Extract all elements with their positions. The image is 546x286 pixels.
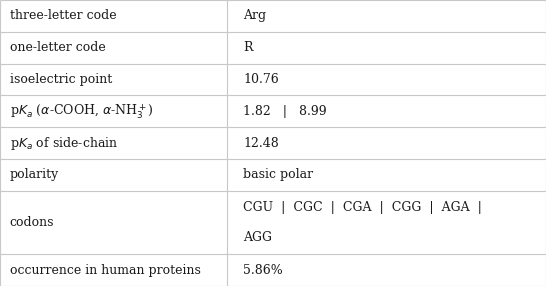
Text: CGU  |  CGC  |  CGA  |  CGG  |  AGA  |: CGU | CGC | CGA | CGG | AGA | <box>243 201 482 214</box>
Text: R: R <box>243 41 252 54</box>
Text: occurrence in human proteins: occurrence in human proteins <box>10 264 201 277</box>
Text: one-letter code: one-letter code <box>10 41 105 54</box>
Text: codons: codons <box>10 216 55 229</box>
Text: 5.86%: 5.86% <box>243 264 283 277</box>
Text: 10.76: 10.76 <box>243 73 278 86</box>
Text: 1.82   |   8.99: 1.82 | 8.99 <box>243 105 327 118</box>
Text: basic polar: basic polar <box>243 168 313 181</box>
Text: three-letter code: three-letter code <box>10 9 116 22</box>
Text: p$K_a$ ($\alpha$-COOH, $\alpha$-NH$_3^+$): p$K_a$ ($\alpha$-COOH, $\alpha$-NH$_3^+$… <box>10 102 153 121</box>
Text: p$K_a$ of side-chain: p$K_a$ of side-chain <box>10 134 118 152</box>
Text: polarity: polarity <box>10 168 59 181</box>
Text: 12.48: 12.48 <box>243 136 278 150</box>
Text: AGG: AGG <box>243 231 272 244</box>
Text: isoelectric point: isoelectric point <box>10 73 112 86</box>
Text: Arg: Arg <box>243 9 266 22</box>
